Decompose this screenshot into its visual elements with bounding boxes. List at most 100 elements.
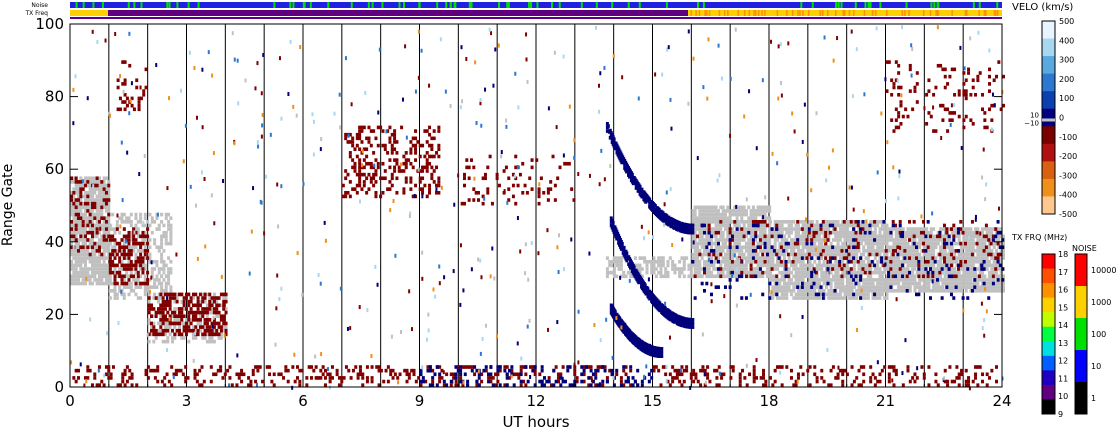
scatter-point [803, 296, 807, 300]
scatter-point [803, 234, 807, 239]
scatter-point [144, 368, 148, 373]
scatter-point [920, 227, 924, 231]
scatter-point [79, 234, 83, 239]
scatter-point [884, 249, 888, 253]
scatter-point [157, 267, 161, 271]
scatter-point [72, 180, 76, 184]
scatter-point [175, 307, 179, 311]
scatter-point [86, 220, 90, 224]
scatter-point [780, 220, 784, 224]
scatter-point [769, 249, 772, 253]
scatter-point [107, 216, 111, 220]
scatter-point [934, 281, 938, 286]
scatter-point [850, 223, 854, 228]
scatter-point [355, 183, 359, 188]
scatter-point [369, 165, 373, 170]
scatter-point [102, 223, 106, 228]
scatter-point [815, 234, 819, 239]
scatter-point [601, 383, 605, 387]
scatter-point [72, 270, 76, 275]
scatter-point [866, 234, 870, 239]
scatter-point [929, 245, 933, 250]
scatter-point [948, 281, 952, 286]
scatter-point [815, 263, 819, 268]
scatter-point [97, 263, 101, 268]
scatter-point [111, 365, 115, 369]
scatter-point [139, 274, 143, 279]
scatter-point [472, 198, 476, 202]
scatter-point [678, 379, 682, 384]
scatter-point [70, 281, 73, 286]
scatter-point [194, 310, 198, 315]
scatter-point [737, 212, 741, 217]
scatter-point [978, 288, 982, 293]
scatter-point [695, 245, 699, 250]
scatter-point [754, 216, 758, 220]
scatter-point [782, 220, 786, 224]
scatter-point [265, 365, 269, 369]
scatter-point [97, 230, 101, 235]
scatter-point [883, 249, 887, 253]
txfreq-mark [776, 10, 779, 16]
scatter-point [615, 274, 619, 279]
scatter-point [836, 252, 840, 257]
scatter-point [939, 238, 943, 242]
scatter-point [107, 249, 111, 253]
scatter-point [326, 372, 330, 377]
scatter-point [81, 267, 85, 271]
scatter-point [1002, 252, 1005, 257]
scatter-point [102, 220, 106, 224]
scatter-point [983, 256, 987, 260]
scatter-point [558, 165, 562, 170]
scatter-point [885, 223, 889, 228]
scatter-point [682, 263, 686, 268]
scatter-point [291, 365, 295, 369]
scatter-point [964, 234, 968, 239]
scatter-point [780, 296, 784, 300]
scatter-point [999, 267, 1003, 271]
scatter-point [922, 270, 926, 275]
scatter-point [608, 263, 612, 268]
scatter-point [741, 368, 745, 373]
scatter-point [834, 223, 838, 228]
scatter-point [191, 296, 195, 300]
scatter-point [769, 230, 772, 235]
scatter-point [981, 230, 985, 235]
scatter-point [714, 252, 718, 257]
scatter-point [113, 256, 117, 260]
scatter-point [624, 372, 628, 377]
scatter-point [151, 368, 155, 373]
scatter-point [715, 383, 719, 387]
scatter-point [454, 379, 458, 384]
scatter-point [164, 285, 168, 289]
scatter-point [765, 216, 769, 220]
scatter-point [355, 143, 359, 148]
scatter-point [843, 270, 847, 275]
scatter-point [876, 234, 880, 239]
scatter-point [769, 274, 772, 279]
scatter-point [744, 234, 748, 239]
scatter-point [876, 296, 880, 300]
scatter-point [880, 270, 884, 275]
txfreq-bar-marks [690, 10, 999, 16]
scatter-point [698, 270, 702, 275]
scatter-point [834, 292, 838, 297]
scatter-point [862, 245, 866, 250]
scatter-point [122, 241, 126, 246]
scatter-point [129, 230, 133, 235]
scatter-point [187, 310, 191, 315]
scatter-point [411, 165, 415, 170]
txfreq-mark [936, 10, 939, 16]
scatter-point [187, 299, 191, 304]
scatter-point [507, 198, 511, 202]
scatter-point [612, 256, 616, 260]
scatter-point [948, 285, 952, 289]
scatter-point [355, 136, 359, 141]
scatter-point [425, 140, 429, 144]
scatter-point [556, 372, 560, 377]
scatter-point [995, 241, 999, 246]
scatter-point [707, 249, 711, 253]
scatter-point [123, 92, 127, 97]
scatter-point [960, 288, 964, 293]
scatter-point [205, 292, 209, 297]
